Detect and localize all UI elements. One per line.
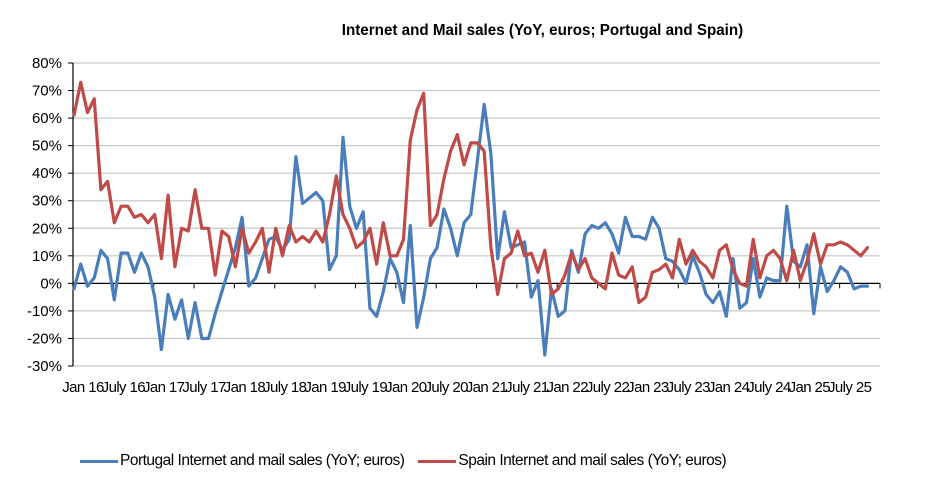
y-tick-label: -10% xyxy=(27,303,62,320)
y-tick-label: -20% xyxy=(27,330,62,347)
x-tick-label: July 19 xyxy=(344,379,388,396)
x-tick-label: July 16 xyxy=(102,379,146,396)
x-tick-label: July 22 xyxy=(586,379,630,396)
axes xyxy=(72,63,880,366)
y-tick-label: 70% xyxy=(32,83,62,100)
legend: Portugal Internet and mail sales (YoY; e… xyxy=(80,452,740,470)
y-axis-ticks: 80% 70% 60% 50% 40% 30% 20% 10% 0% -10% -20% -30% xyxy=(27,55,73,375)
legend-swatch-spain xyxy=(418,459,457,463)
legend-label-portugal: Portugal Internet and mail sales (YoY; e… xyxy=(120,452,405,469)
x-tick-label: Jan 18 xyxy=(224,379,266,396)
x-tick-label: July 25 xyxy=(828,379,872,396)
x-tick-label: Jan 22 xyxy=(546,379,588,396)
spain-series-line xyxy=(72,80,870,305)
gridlines xyxy=(73,62,880,367)
x-tick-label: Jan 24 xyxy=(708,379,750,396)
y-tick-label: 20% xyxy=(32,220,62,237)
y-tick-label: 40% xyxy=(32,165,62,182)
series-lines xyxy=(72,80,870,357)
x-tick-label: July 24 xyxy=(747,379,791,396)
legend-item-spain[interactable]: Spain Internet and mail sales (YoY; euro… xyxy=(418,452,727,470)
x-tick-label: July 18 xyxy=(263,379,307,396)
y-tick-label: 0% xyxy=(40,275,62,292)
y-tick-label: 50% xyxy=(32,138,62,155)
y-tick-label: -30% xyxy=(27,358,62,375)
y-tick-label: 10% xyxy=(32,248,62,265)
x-tick-label: Jan 25 xyxy=(789,379,831,396)
legend-label-spain: Spain Internet and mail sales (YoY; euro… xyxy=(458,452,727,469)
x-tick-label: Jan 16 xyxy=(62,379,104,396)
legend-item-portugal[interactable]: Portugal Internet and mail sales (YoY; e… xyxy=(80,452,405,470)
x-tick-label: Jan 21 xyxy=(466,379,508,396)
x-tick-label: July 17 xyxy=(182,379,226,396)
y-tick-label: 60% xyxy=(32,110,62,127)
legend-swatch-portugal xyxy=(80,459,118,463)
y-tick-label: 80% xyxy=(32,55,62,72)
y-tick-label: 30% xyxy=(32,193,62,210)
x-tick-label: Jan 17 xyxy=(143,379,185,396)
x-tick-label: Jan 20 xyxy=(385,379,427,396)
x-tick-label: Jan 23 xyxy=(627,379,669,396)
x-tick-label: Jan 19 xyxy=(304,379,346,396)
x-tick-label: July 23 xyxy=(667,379,711,396)
x-tick-label: July 20 xyxy=(424,379,468,396)
chart-title: Internet and Mail sales (YoY, euros; Por… xyxy=(341,22,744,39)
x-tick-label: July 21 xyxy=(505,379,549,396)
